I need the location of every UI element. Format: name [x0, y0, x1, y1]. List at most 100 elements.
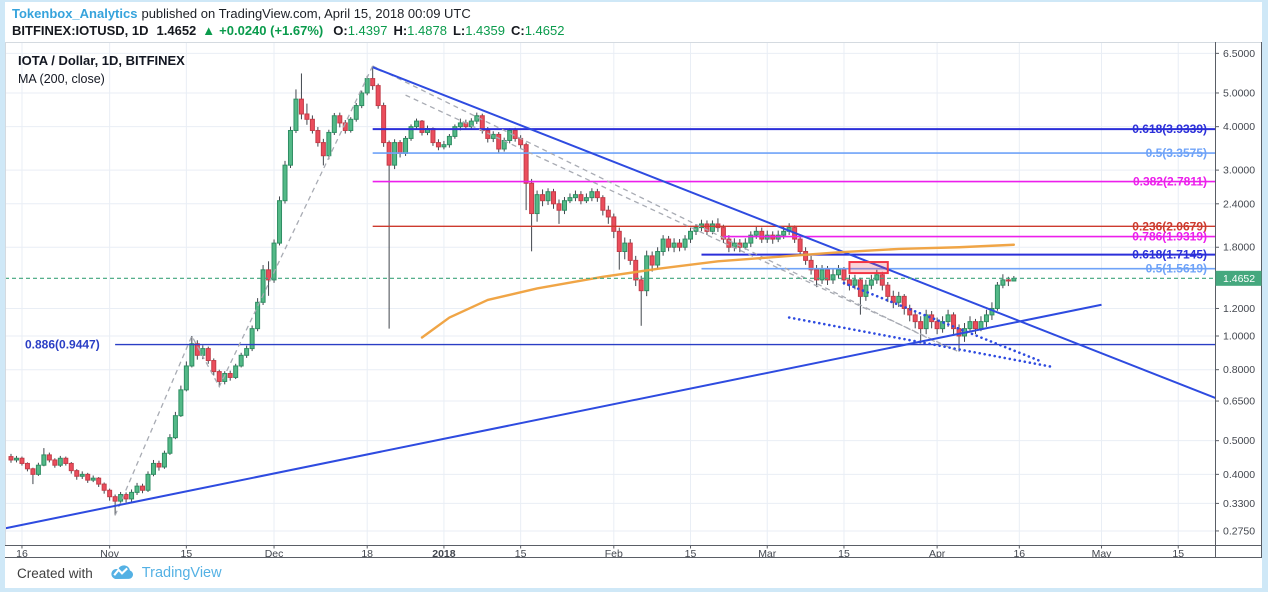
fib-label[interactable]: 0.382(2.7811) — [1133, 175, 1207, 189]
price-tick-label: 6.5000 — [1223, 48, 1255, 60]
candle-up — [260, 269, 266, 303]
fib-label[interactable]: 0.5(3.3575) — [1146, 146, 1207, 160]
candle-up — [561, 200, 567, 211]
time-axis[interactable] — [5, 545, 1215, 558]
time-tick-label: Dec — [265, 548, 284, 558]
candle-down — [759, 230, 765, 240]
candle-up — [293, 98, 299, 131]
candle-up — [200, 348, 206, 356]
fib-label[interactable]: 0.5(1.5619) — [1146, 262, 1207, 276]
price-tick-label: 0.2750 — [1223, 525, 1255, 537]
candle-down — [879, 274, 885, 286]
candle-up — [277, 200, 283, 244]
candle-up — [150, 462, 156, 475]
candle-up — [660, 238, 666, 252]
candle-down — [304, 113, 310, 120]
candle-down — [972, 321, 978, 330]
candle-down — [551, 191, 557, 205]
candle-up — [688, 230, 694, 240]
candle-up — [835, 269, 841, 276]
price-axis[interactable] — [1215, 42, 1262, 545]
candle-up — [57, 457, 63, 466]
candle-up — [983, 314, 989, 323]
candle-down — [578, 194, 584, 202]
candle-down — [227, 373, 233, 378]
candle-down — [808, 259, 814, 271]
snapshot-content: Tokenbox_Analytics published on TradingVi… — [5, 2, 1262, 588]
candle-up — [172, 415, 178, 439]
candle-up — [129, 491, 135, 500]
fib-label[interactable]: 0.236(2.0679) — [1132, 219, 1207, 233]
price-tick-label: 1.2000 — [1223, 303, 1255, 315]
dashed-trend-path — [405, 94, 960, 353]
candle-up — [742, 242, 748, 248]
candle-down — [677, 242, 683, 248]
candle-down — [918, 321, 924, 330]
candle-up — [1000, 279, 1006, 286]
candle-up — [403, 137, 409, 154]
candle-down — [841, 269, 847, 281]
candle-down — [216, 371, 222, 382]
candle-down — [633, 259, 639, 281]
trendlines — [5, 66, 1215, 530]
price-change: +0.0240 (+1.67%) — [219, 23, 324, 38]
candle-down — [96, 477, 102, 485]
candle-up — [863, 284, 869, 297]
fib-label[interactable]: 0.786(1.9319) — [1132, 230, 1207, 244]
candle-up — [945, 314, 951, 323]
candle-down — [63, 457, 69, 464]
price-tick-label: 0.4000 — [1223, 469, 1255, 481]
price-tick-label: 0.5000 — [1223, 435, 1255, 447]
time-tick-label: 15 — [1172, 548, 1184, 558]
candle-down — [1005, 279, 1011, 282]
chart-legend: IOTA / Dollar, 1D, BITFINEX MA (200, clo… — [18, 53, 185, 86]
time-tick-label: 15 — [181, 548, 193, 558]
candle-down — [30, 468, 36, 475]
candle-up — [90, 477, 96, 481]
candle-down — [638, 279, 644, 292]
price-tick-label: 4.0000 — [1223, 121, 1255, 133]
candle-down — [337, 115, 343, 124]
candle-up — [852, 279, 858, 286]
price-tick-label: 0.6500 — [1223, 396, 1255, 408]
fib-label[interactable]: 0.618(1.7145) — [1132, 248, 1207, 262]
candle-down — [951, 314, 957, 330]
tradingview-link[interactable]: TradingView — [141, 565, 222, 581]
candle-up — [161, 452, 167, 468]
legend-ma-indicator[interactable]: MA (200, close) — [18, 72, 105, 86]
candle-up — [331, 115, 337, 133]
candle-up — [167, 437, 173, 454]
candle-up — [134, 485, 140, 493]
candle-up — [572, 194, 578, 199]
ohlc-high: H:1.4878 — [393, 23, 447, 38]
candle-up — [249, 328, 255, 350]
candle-up — [682, 238, 688, 248]
candle-down — [704, 223, 710, 232]
fib-labels: 0.618(3.9339) 0.5(3.3575) 0.382(2.7811) 0.2… — [25, 122, 1207, 351]
candle-up — [655, 250, 661, 266]
ohlc-open: O:1.4397 — [333, 23, 388, 38]
fib-lines — [115, 128, 1215, 346]
candle-up — [622, 242, 628, 252]
dashed-trend-path — [372, 65, 943, 346]
candle-down — [112, 496, 118, 502]
candle-up — [183, 365, 189, 391]
candle-down — [523, 144, 529, 184]
candle-down — [814, 269, 820, 281]
candle-up — [326, 131, 332, 157]
candle-down — [901, 295, 907, 309]
fib-label[interactable]: 0.886(0.9447) — [25, 338, 100, 352]
candle-down — [616, 230, 622, 252]
time-tick-label: Apr — [929, 548, 946, 558]
author-link[interactable]: Tokenbox_Analytics — [12, 6, 138, 21]
candle-up — [41, 454, 47, 466]
candle-up — [348, 118, 354, 131]
fib-label[interactable]: 0.618(3.9339) — [1132, 122, 1207, 136]
legend-symbol-title[interactable]: IOTA / Dollar, 1D, BITFINEX — [18, 53, 185, 68]
tradingview-logo-icon[interactable] — [109, 564, 135, 583]
price-chart-canvas[interactable]: 0.618(3.9339) 0.5(3.3575) 0.382(2.7811) 0.2… — [5, 42, 1262, 558]
candle-up — [978, 321, 984, 330]
candle-down — [496, 133, 502, 150]
candle-down — [370, 78, 376, 87]
